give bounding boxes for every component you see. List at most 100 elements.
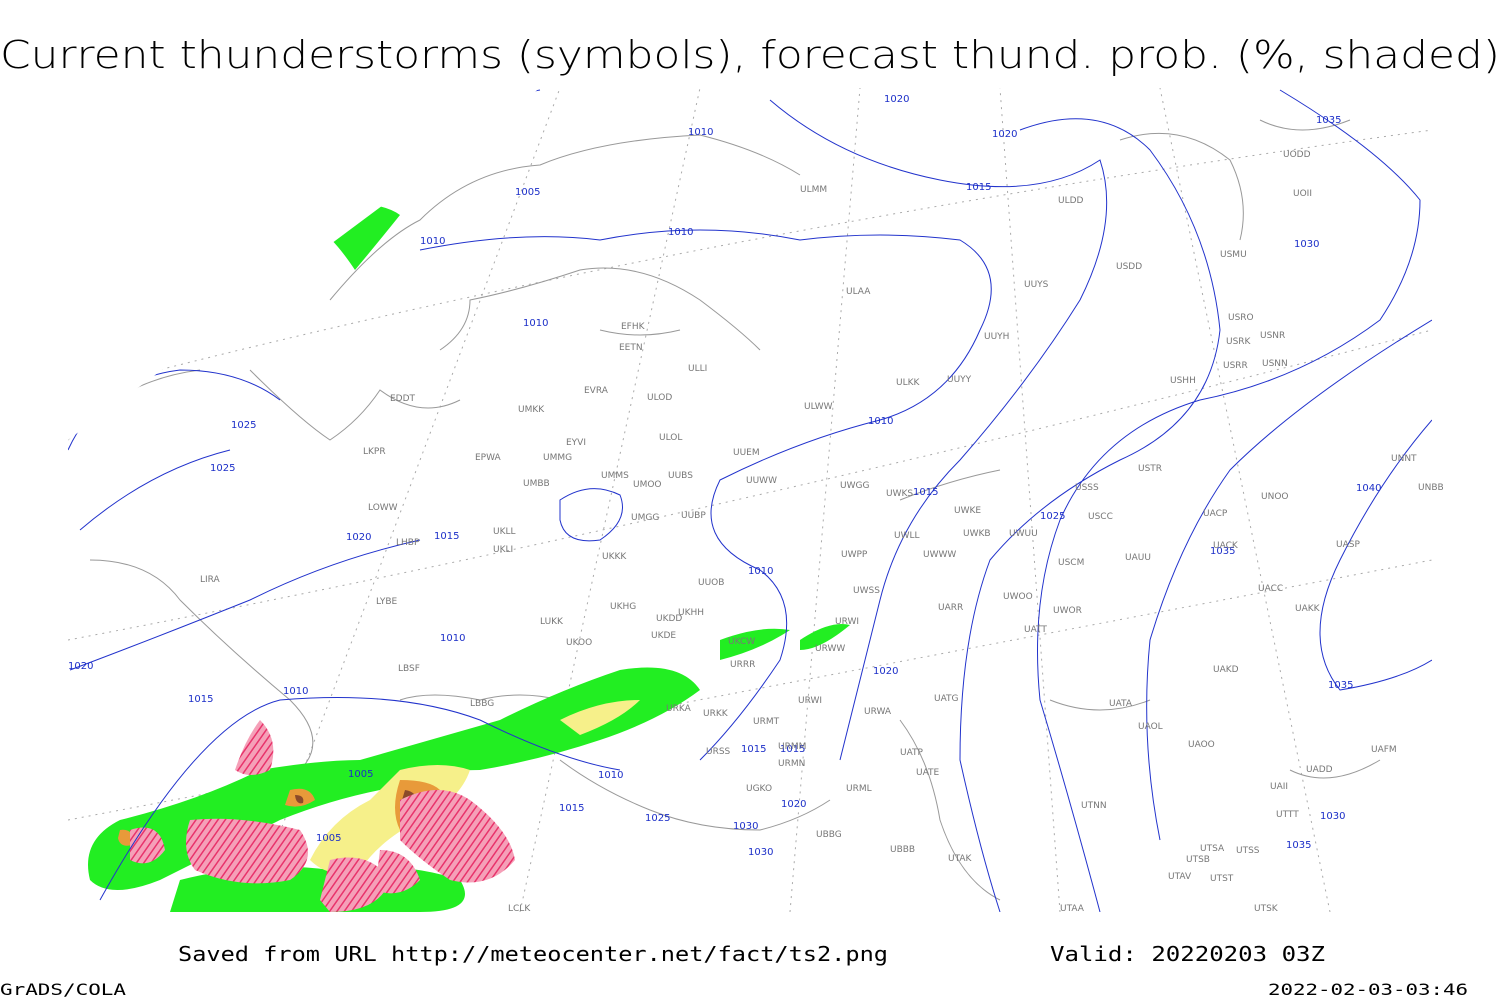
title: Current thunderstorms (symbols), forecas… [0,33,1500,77]
station-label: ULAA [846,287,871,297]
station-label: UTST [1210,874,1234,884]
valid-time: Valid: 20220203 03Z [1050,942,1325,966]
station-label: UTNN [1081,801,1107,811]
station-label: USRO [1228,313,1254,323]
station-label: ULKK [896,378,921,388]
isobar-label: 1020 [68,661,93,672]
station-label: URWI [798,696,822,706]
isobar-label: 1020 [992,129,1017,140]
station-label: URWW [815,644,845,654]
station-label: URMN [778,759,805,769]
station-label: UUOB [698,578,724,588]
isobar-label: 1010 [440,633,465,644]
station-label: URML [846,784,872,794]
station-label: USDD [1116,262,1142,272]
isobar-label: 1030 [1320,811,1345,822]
isobar-label: 1010 [748,566,773,577]
station-label: URMT [753,717,780,727]
station-label: UWOR [1053,606,1082,616]
station-label: UKDD [656,614,682,624]
station-label: UMMS [601,471,629,481]
station-label: LYBE [376,597,397,607]
station-label: UTAK [948,854,973,864]
station-label: UWGG [840,481,869,491]
station-label: UWSS [853,586,880,596]
station-label: LKPR [363,447,386,457]
station-label: UWLL [894,531,920,541]
probability-shading [88,157,850,912]
station-label: UTTT [1276,810,1299,820]
station-label: LBBG [470,699,494,709]
station-label: LOWW [368,503,398,513]
isobar-label: 1020 [884,94,909,105]
station-label: USNR [1260,331,1285,341]
station-label: EETN [619,343,643,353]
isobar-label: 1030 [733,821,758,832]
station-label: UWPP [841,550,868,560]
isobar-label: 1015 [780,744,805,755]
isobar-label: 1025 [645,813,670,824]
station-label: UASP [1336,540,1360,550]
station-label: UKOO [566,638,592,648]
isobar-label: 1035 [1210,546,1235,557]
station-label: UACK [1213,541,1239,551]
station-label: URSS [706,747,731,757]
isobar-label: 1020 [781,799,806,810]
station-label: EVRA [584,386,609,396]
station-label: UATP [900,748,924,758]
station-label: ULWW [804,402,833,412]
station-label: UTSB [1186,855,1210,865]
station-label: UTSA [1200,844,1225,854]
station-label: UUYY [947,375,972,385]
map-labels: 1020 1010 1020 1015 1005 1010 1010 1030 1035 1010… [68,94,1444,914]
station-label: UWWW [923,550,956,560]
station-label: UKLL [493,527,516,537]
station-label: UADD [1306,765,1333,775]
station-label: LIRA [200,575,221,585]
station-label: UUEM [733,448,760,458]
isobar-label: 1010 [283,686,308,697]
station-label: UTAV [1168,872,1192,882]
isobar-label: 1015 [559,803,584,814]
station-label: UBBB [890,845,915,855]
isobar-label: 1025 [210,463,235,474]
station-label: UAOL [1138,722,1163,732]
isobar-label: 1030 [1294,239,1319,250]
station-label: UAUU [1125,553,1151,563]
station-label: USTR [1138,464,1162,474]
station-label: UTAA [1060,904,1085,914]
station-label: USCM [1058,558,1084,568]
isobar-label: 1010 [868,416,893,427]
station-label: UAKK [1295,604,1321,614]
station-label: UKHH [678,608,704,618]
station-label: EFHK [621,322,646,332]
station-label: UGKO [746,784,772,794]
isobar-label: 1015 [913,487,938,498]
station-label: EYVI [566,438,586,448]
station-label: UACC [1258,584,1283,594]
isobar-label: 1005 [316,833,341,844]
station-label: UKLI [493,545,513,555]
station-label: UMBB [523,479,550,489]
station-label: UACP [1203,509,1228,519]
station-label: USCC [1088,512,1113,522]
isobar-label: 1010 [688,127,713,138]
station-label: LUKK [540,617,564,627]
station-label: USHH [1170,376,1196,386]
station-label: UWUU [1009,529,1038,539]
isobar-label: 1005 [348,769,373,780]
station-label: UATT [1024,625,1047,635]
isobar-label: 1015 [966,182,991,193]
station-label: URMM [778,742,806,752]
thunderstorm-symbols [130,720,515,912]
station-label: UUBS [668,471,693,481]
station-label: UNBB [1418,483,1444,493]
station-label: UMGG [631,513,659,523]
station-label: UATG [934,694,959,704]
station-label: UTSS [1236,846,1260,856]
station-label: URRR [730,660,755,670]
station-label: UOII [1293,189,1312,199]
station-label: UKHG [610,602,636,612]
station-label: UMMG [543,453,572,463]
